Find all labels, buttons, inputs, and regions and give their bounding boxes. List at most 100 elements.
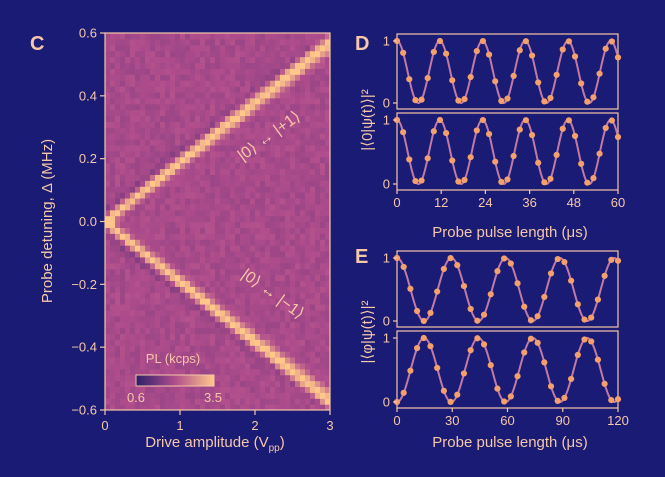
heatmap-cell xyxy=(275,168,281,175)
heatmap-cell xyxy=(255,280,261,287)
heatmap-cell xyxy=(225,333,231,340)
heatmap-cell xyxy=(145,103,151,111)
heatmap-cell xyxy=(280,280,286,287)
panel-d-xlabel: Probe pulse length (μs) xyxy=(432,224,587,241)
heatmap-cell xyxy=(195,109,201,117)
heatmap-cell xyxy=(140,215,146,223)
heatmap-cell xyxy=(315,298,321,305)
heatmap-cell xyxy=(125,115,131,122)
heatmap-cell xyxy=(105,392,111,399)
heatmap-cell xyxy=(120,303,126,311)
data-point xyxy=(547,383,555,390)
heatmap-cell xyxy=(220,380,226,388)
data-point xyxy=(440,265,447,273)
heatmap-cell xyxy=(305,245,311,252)
heatmap-cell xyxy=(280,80,286,87)
heatmap-cell xyxy=(195,133,201,140)
heatmap-cell xyxy=(265,321,271,329)
heatmap-cell xyxy=(120,233,126,240)
heatmap-cell xyxy=(245,339,251,346)
heatmap-cell xyxy=(205,144,211,152)
heatmap-cell xyxy=(175,286,181,293)
heatmap-cell xyxy=(210,139,216,146)
data-point xyxy=(614,133,622,141)
heatmap-cell xyxy=(190,115,196,122)
heatmap-cell xyxy=(130,233,136,240)
heatmap-cell xyxy=(265,180,271,187)
heatmap-cell xyxy=(300,368,306,376)
heatmap-cell xyxy=(265,139,271,146)
heatmap-cell xyxy=(270,133,276,140)
heatmap-cell xyxy=(175,74,181,81)
heatmap-cell xyxy=(130,115,136,122)
heatmap-cell xyxy=(260,233,266,240)
heatmap-cell xyxy=(295,186,301,193)
data-point xyxy=(601,380,608,387)
heatmap-cell xyxy=(320,80,326,87)
heatmap-cell xyxy=(295,315,301,323)
heatmap-cell xyxy=(200,56,206,64)
heatmap-cell xyxy=(235,268,241,276)
heatmap-cell xyxy=(105,227,111,234)
heatmap-cell xyxy=(250,386,256,393)
heatmap-cell xyxy=(170,245,176,252)
heatmap-cell xyxy=(110,221,116,228)
heatmap-cell xyxy=(160,315,166,323)
heatmap-cell xyxy=(110,91,116,99)
heatmap-cell xyxy=(325,50,330,58)
heatmap-cell xyxy=(135,245,141,252)
heatmap-cell xyxy=(325,362,330,370)
heatmap-cell xyxy=(265,327,271,335)
heatmap-cell xyxy=(250,91,256,99)
heatmap-cell xyxy=(265,380,271,388)
heatmap-cell xyxy=(225,103,231,111)
heatmap-cell xyxy=(320,186,326,193)
heatmap-cell xyxy=(290,250,296,258)
heatmap-cell xyxy=(115,74,121,81)
data-point xyxy=(455,97,462,104)
heatmap-cell xyxy=(230,392,236,399)
heatmap-cell xyxy=(270,144,276,152)
heatmap-cell xyxy=(135,144,141,152)
heatmap-cell xyxy=(315,315,321,323)
heatmap-cell xyxy=(155,97,161,105)
heatmap-cell xyxy=(200,192,206,199)
heatmap-cell xyxy=(255,315,261,323)
heatmap-cell xyxy=(280,38,286,46)
heatmap-cell xyxy=(120,351,126,358)
heatmap-cell xyxy=(275,351,281,358)
heatmap-cell xyxy=(300,362,306,370)
heatmap-cell xyxy=(205,386,211,393)
heatmap-cell xyxy=(220,133,226,140)
heatmap-cell xyxy=(110,362,116,370)
heatmap-cell xyxy=(260,180,266,187)
heatmap-cell xyxy=(220,233,226,240)
heatmap-cell xyxy=(140,404,146,410)
heatmap-cell xyxy=(240,268,246,276)
heatmap-cell xyxy=(175,44,181,52)
fit-line xyxy=(396,336,619,404)
heatmap-cell xyxy=(150,362,156,370)
heatmap-cell xyxy=(140,227,146,234)
heatmap-cell xyxy=(300,221,306,228)
heatmap-cell xyxy=(125,239,131,246)
heatmap-cell xyxy=(195,174,201,181)
heatmap-cell xyxy=(200,233,206,240)
heatmap-cell xyxy=(225,109,231,117)
heatmap-cell xyxy=(160,62,166,69)
heatmap-cell xyxy=(195,292,201,299)
heatmap-cell xyxy=(255,333,261,340)
heatmap-cell xyxy=(280,197,286,205)
heatmap-cell xyxy=(215,356,221,364)
heatmap-cell xyxy=(320,398,326,405)
heatmap-cell xyxy=(125,368,131,376)
heatmap-cell xyxy=(210,398,216,405)
heatmap-cell xyxy=(280,91,286,99)
heatmap-cell xyxy=(180,215,186,223)
fit-line xyxy=(396,39,619,105)
heatmap-cell xyxy=(285,315,291,323)
heatmap-cell xyxy=(270,333,276,340)
heatmap-cell xyxy=(205,351,211,358)
data-point xyxy=(571,132,579,140)
heatmap-cell xyxy=(205,62,211,69)
